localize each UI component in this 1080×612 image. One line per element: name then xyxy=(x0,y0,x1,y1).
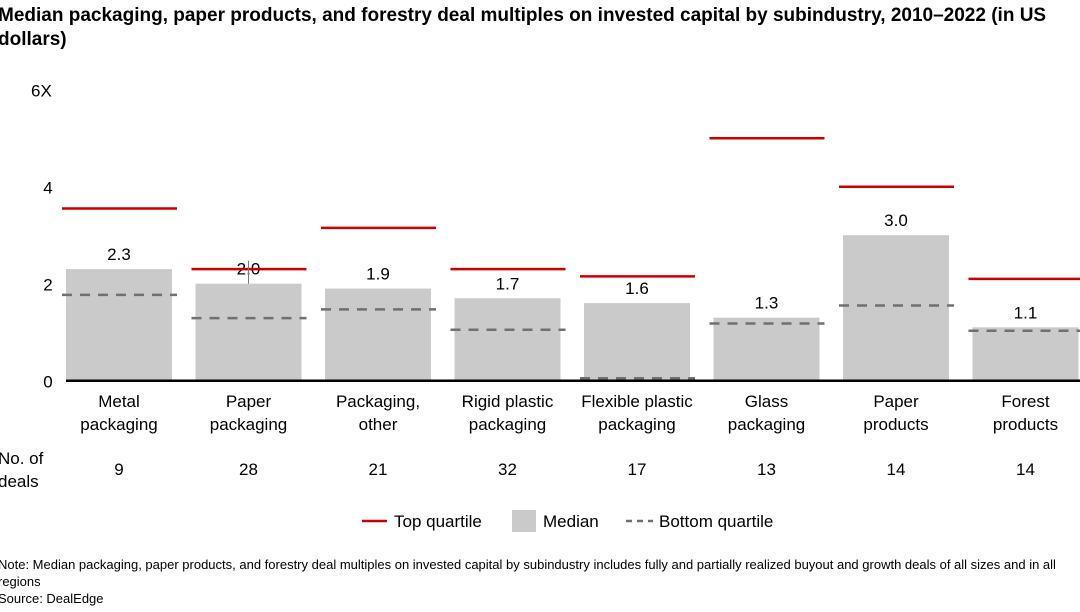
category-label: Flexible plastic xyxy=(581,392,693,411)
category-label: other xyxy=(359,415,398,434)
deals-row-label: deals xyxy=(0,472,39,491)
deal-count: 14 xyxy=(887,460,906,479)
category-label: Forest xyxy=(1001,392,1049,411)
deal-count: 28 xyxy=(239,460,258,479)
data-label: 1.7 xyxy=(496,274,520,293)
category-label: Paper xyxy=(226,392,272,411)
data-label: 2.3 xyxy=(107,245,131,264)
data-label: 1.1 xyxy=(1014,303,1038,322)
category-label: packaging xyxy=(80,415,158,434)
category-label: Paper xyxy=(873,392,919,411)
category-label: products xyxy=(863,415,928,434)
deal-count: 21 xyxy=(369,460,388,479)
category-label: Packaging, xyxy=(336,392,420,411)
category-label: packaging xyxy=(210,415,288,434)
chart-title: Median packaging, paper products, and fo… xyxy=(0,5,1047,50)
source-text: Source: DealEdge xyxy=(0,591,104,606)
deal-count: 17 xyxy=(628,460,647,479)
median-bar xyxy=(972,327,1079,381)
median-bar xyxy=(66,269,172,381)
deal-count: 32 xyxy=(498,460,517,479)
legend-bottom-quartile-label: Bottom quartile xyxy=(659,512,773,531)
category-label: packaging xyxy=(598,415,676,434)
deal-count: 14 xyxy=(1016,460,1035,479)
y-tick-label: 6X xyxy=(31,82,52,101)
chart-notes: Note: Median packaging, paper products, … xyxy=(0,556,1080,607)
median-bar xyxy=(195,283,302,381)
deal-count: 13 xyxy=(757,460,776,479)
median-bar xyxy=(584,303,690,381)
category-label: products xyxy=(993,415,1058,434)
y-tick-label: 4 xyxy=(43,179,52,198)
legend-median-swatch xyxy=(512,510,536,532)
category-label: packaging xyxy=(728,415,806,434)
y-tick-label: 0 xyxy=(43,373,52,392)
category-label: Rigid plastic xyxy=(462,392,554,411)
legend-top-quartile-label: Top quartile xyxy=(394,512,482,531)
data-label: 1.9 xyxy=(366,265,390,284)
median-bar xyxy=(454,298,561,381)
data-label: 3.0 xyxy=(884,211,908,230)
note-text: Note: Median packaging, paper products, … xyxy=(0,557,1056,589)
y-tick-label: 2 xyxy=(43,276,52,295)
data-label: 1.6 xyxy=(625,279,649,298)
deals-row-label: No. of xyxy=(0,449,44,468)
category-label: Metal xyxy=(98,392,140,411)
median-bar xyxy=(325,288,431,381)
data-label: 1.3 xyxy=(755,294,779,313)
median-bar xyxy=(713,317,820,381)
legend-median-label: Median xyxy=(543,512,599,531)
deal-count: 9 xyxy=(114,460,123,479)
category-label: Glass xyxy=(745,392,788,411)
category-label: packaging xyxy=(469,415,547,434)
median-bar xyxy=(843,235,949,381)
